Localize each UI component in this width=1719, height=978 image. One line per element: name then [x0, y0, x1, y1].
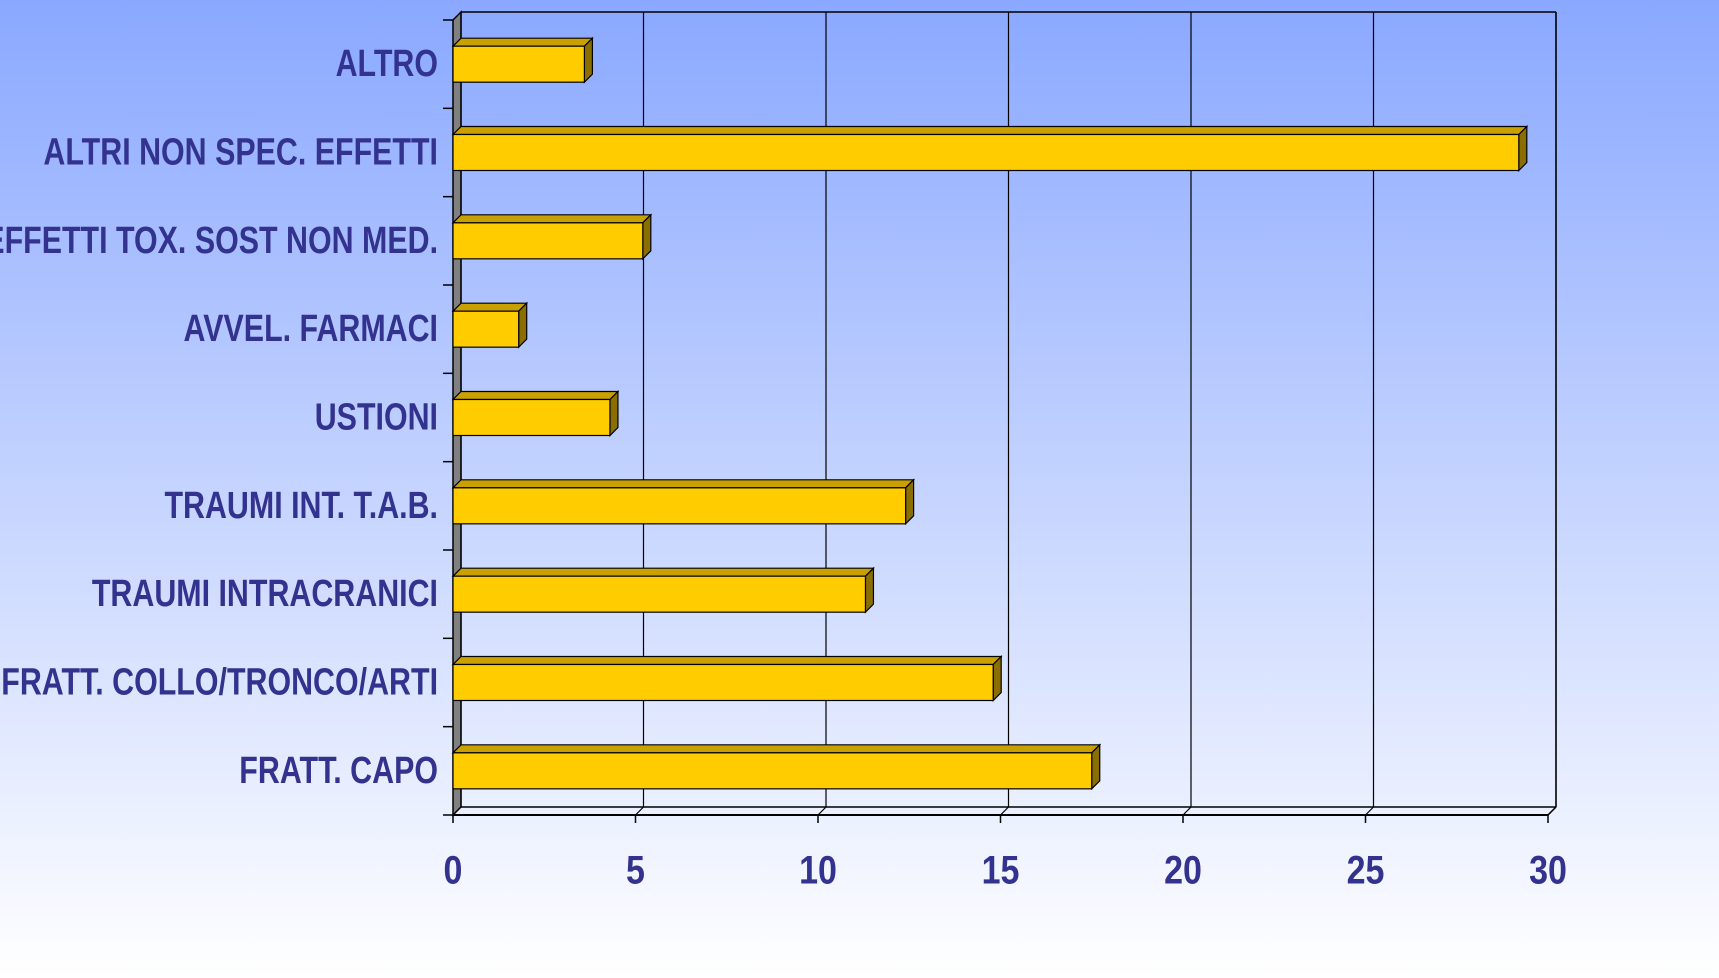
bar-side — [992, 655, 1002, 702]
bar-side — [583, 36, 594, 84]
bar-top — [451, 125, 1529, 136]
bar-front — [452, 752, 1093, 790]
bar — [451, 743, 1102, 791]
bar-front — [452, 575, 867, 613]
bar — [451, 213, 653, 261]
y-tick-label: FRATT. COLLO/TRONCO/ARTI — [1, 661, 438, 703]
bar-front — [452, 45, 585, 83]
bar-front — [452, 222, 644, 260]
bar-side — [1091, 743, 1101, 791]
bar-top — [451, 655, 1003, 666]
bar-side — [864, 566, 875, 614]
floor-grid — [1547, 806, 1557, 816]
x-tick-label: 20 — [1164, 847, 1202, 892]
bar-front — [452, 310, 520, 348]
y-tick-label: USTIONI — [315, 396, 438, 438]
y-tick-label: EFFETTI TOX. SOST NON MED. — [0, 220, 438, 262]
y-tick-label: AVVEL. FARMACI — [184, 308, 438, 350]
floor-grid — [1000, 806, 1009, 816]
bar — [451, 36, 594, 84]
floor-grid — [635, 806, 644, 816]
bar-side — [609, 390, 619, 437]
bar-front — [452, 133, 1520, 172]
bar-side — [642, 213, 652, 261]
bar-top — [451, 744, 1102, 754]
bar — [451, 566, 875, 614]
bar — [451, 390, 620, 437]
floor-grid — [452, 806, 462, 816]
y-tick-label: FRATT. CAPO — [239, 750, 438, 792]
bar — [451, 301, 529, 349]
x-tick-label: 25 — [1347, 847, 1385, 892]
x-tick-label: 30 — [1529, 847, 1567, 892]
bar-top — [451, 479, 916, 489]
y-tick-label: TRAUMI INT. T.A.B. — [164, 485, 438, 527]
bar-front — [452, 487, 907, 525]
bar-top — [451, 390, 620, 401]
bar-front — [452, 663, 994, 702]
x-tick-label: 15 — [982, 847, 1020, 892]
bar-top — [451, 567, 875, 577]
y-tick-label: TRAUMI INTRACRANICI — [92, 573, 438, 615]
bar-top — [451, 214, 653, 224]
bar-top — [451, 302, 529, 312]
floor-grid — [817, 806, 827, 816]
bar — [451, 655, 1003, 702]
x-tick-label: 10 — [799, 847, 837, 892]
floor-grid — [1365, 806, 1374, 816]
bar — [451, 478, 916, 526]
x-tick-label: 5 — [626, 847, 645, 892]
y-tick-label: ALTRI NON SPEC. EFFETTI — [43, 131, 438, 173]
floor-grid — [1182, 806, 1192, 816]
y-tick-label: ALTRO — [336, 43, 438, 85]
bar-front — [452, 398, 611, 437]
x-tick-label: 0 — [444, 847, 463, 892]
bar-side — [518, 301, 528, 349]
bar-side — [1518, 125, 1528, 172]
bar-side — [904, 478, 915, 526]
bar-top — [451, 37, 594, 47]
bar — [451, 125, 1529, 172]
